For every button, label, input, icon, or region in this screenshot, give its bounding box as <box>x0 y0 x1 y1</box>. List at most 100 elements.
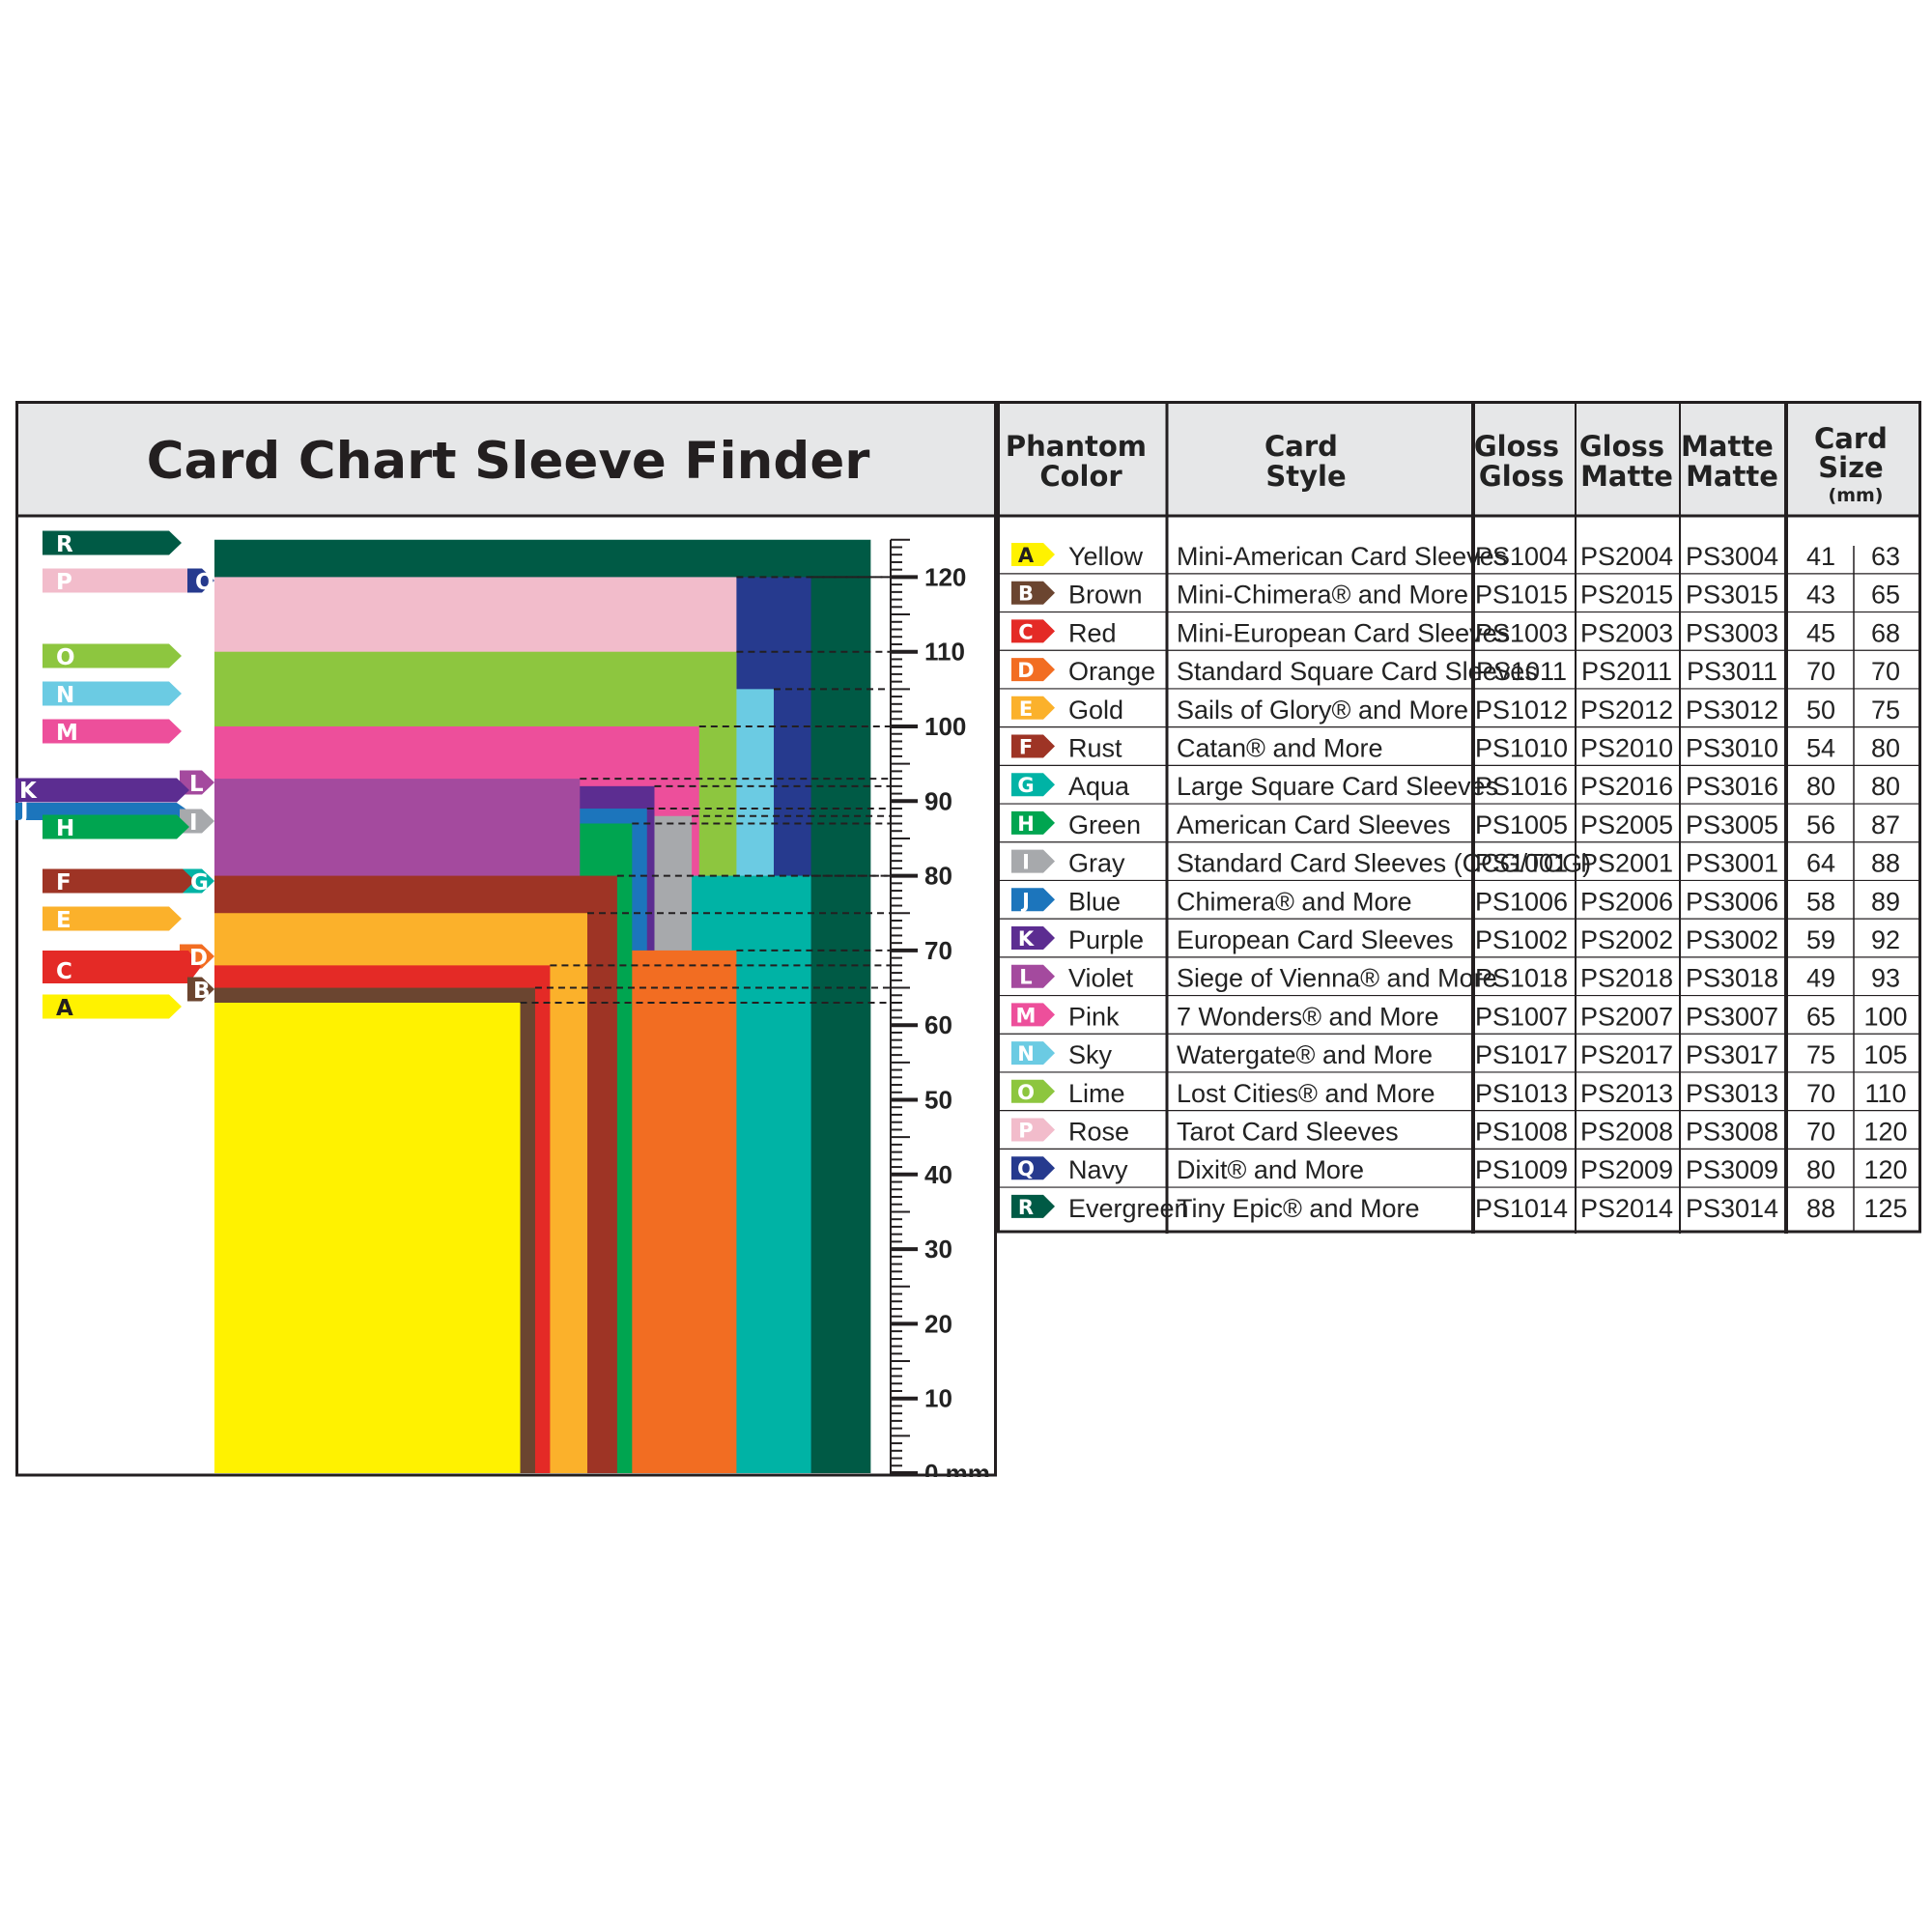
gloss-matte-sku-cell: PS2001 <box>1580 849 1673 878</box>
tab-p <box>43 568 201 593</box>
color-swatch-q <box>1011 1156 1055 1180</box>
tab-letter-r: R <box>56 532 73 557</box>
gloss-matte-sku-cell: PS2006 <box>1580 887 1673 916</box>
color-swatch-j <box>1011 888 1055 912</box>
gloss-matte-sku-cell: PS2015 <box>1580 581 1673 610</box>
row-letter: K <box>1018 927 1035 951</box>
gloss-gloss-sku-cell: PS1013 <box>1475 1079 1568 1108</box>
card-style-cell: Watergate® and More <box>1177 1040 1433 1069</box>
chart-header-background <box>15 401 997 518</box>
card-width-cell: 56 <box>1806 810 1835 839</box>
tab-letter-b: B <box>193 979 211 1004</box>
card-style-cell: Standard Card Sleeves (CCG/TCG) <box>1177 849 1591 878</box>
card-height-cell: 89 <box>1871 887 1900 916</box>
matte-matte-sku-cell: PS3003 <box>1686 618 1778 647</box>
header-gloss-matte: Gloss Matte <box>1579 430 1674 493</box>
tab-letter-p: P <box>56 570 72 595</box>
card-style-cell: Large Square Card Sleeves <box>1177 772 1498 801</box>
tab-n <box>43 681 182 706</box>
sleeve-size-chart-panel: Card Chart Sleeve Finder 0 mm 10 20 30 40 50 6… <box>15 401 997 1564</box>
color-name-cell: Aqua <box>1068 772 1130 801</box>
card-height-cell: 65 <box>1871 581 1900 610</box>
matte-matte-sku-cell: PS3008 <box>1686 1118 1778 1147</box>
gloss-gloss-sku-cell: PS1012 <box>1475 696 1568 724</box>
card-height-cell: 125 <box>1863 1194 1907 1223</box>
card-style-cell: 7 Wonders® and More <box>1177 1002 1439 1031</box>
card-style-cell: Chimera® and More <box>1177 887 1412 916</box>
matte-matte-sku-cell: PS3004 <box>1686 542 1778 571</box>
gloss-matte-sku-cell: PS2003 <box>1580 618 1673 647</box>
color-name-cell: Red <box>1068 618 1117 647</box>
gloss-matte-sku-cell: PS2008 <box>1580 1118 1673 1147</box>
color-name-cell: Brown <box>1068 581 1143 610</box>
table-row: K Purple European Card Sleeves PS1002 PS2002… <box>997 918 1921 954</box>
y-tick-label: 90 <box>924 786 952 815</box>
tab-letter-l: L <box>189 772 204 797</box>
table-row: Q Navy Dixit® and More PS1009 PS2009 PS3009 80… <box>997 1148 1921 1184</box>
matte-matte-sku-cell: PS3006 <box>1686 887 1778 916</box>
table-row: E Gold Sails of Glory® and More PS1012 PS201… <box>997 688 1921 724</box>
card-height-cell: 100 <box>1863 1002 1907 1031</box>
gloss-gloss-sku-cell: PS1010 <box>1475 734 1568 763</box>
table-column-dividers <box>1165 401 1855 1234</box>
card-width-cell: 70 <box>1806 657 1835 686</box>
gloss-gloss-sku-cell: PS1015 <box>1475 581 1568 610</box>
card-height-cell: 70 <box>1871 657 1900 686</box>
row-letter: Q <box>1017 1157 1035 1180</box>
card-height-cell: 63 <box>1871 542 1900 571</box>
gloss-matte-sku-cell: PS2013 <box>1580 1079 1673 1108</box>
size-guide-lines <box>520 576 890 1005</box>
gloss-gloss-sku-cell: PS1006 <box>1475 887 1568 916</box>
row-letter: J <box>1020 889 1030 912</box>
row-letter: F <box>1019 736 1033 759</box>
color-swatch-p <box>1011 1118 1055 1142</box>
gloss-gloss-sku-cell: PS1001 <box>1475 849 1568 878</box>
tab-a <box>43 994 182 1019</box>
gloss-gloss-sku-cell: PS1017 <box>1475 1040 1568 1069</box>
table-row: M Pink 7 Wonders® and More PS1007 PS2007 PS30… <box>997 994 1921 1031</box>
tab-letter-f: F <box>56 870 71 895</box>
tab-letter-i: I <box>189 810 198 836</box>
matte-matte-sku-cell: PS3014 <box>1686 1194 1778 1223</box>
gloss-matte-sku-cell: PS2009 <box>1580 1155 1673 1184</box>
row-letter: G <box>1017 774 1034 797</box>
card-height-cell: 88 <box>1871 849 1900 878</box>
card-width-cell: 80 <box>1806 772 1835 801</box>
color-name-cell: Green <box>1068 810 1141 839</box>
card-width-cell: 54 <box>1806 734 1835 763</box>
tab-e <box>43 906 182 931</box>
tab-k <box>15 778 189 803</box>
card-style-cell: American Card Sleeves <box>1177 810 1451 839</box>
row-letter: E <box>1019 697 1033 721</box>
gloss-matte-sku-cell: PS2016 <box>1580 772 1673 801</box>
color-swatch-n <box>1011 1041 1055 1065</box>
card-height-cell: 92 <box>1871 925 1900 954</box>
card-height-cell: 68 <box>1871 618 1900 647</box>
color-swatch-b <box>1011 581 1055 605</box>
card-style-cell: Standard Square Card Sleeves <box>1177 657 1538 686</box>
header-matte-matte: Matte Matte <box>1681 430 1783 493</box>
matte-matte-sku-cell: PS3017 <box>1686 1040 1778 1069</box>
table-row: O Lime Lost Cities® and More PS1013 PS2013 PS… <box>997 1071 1921 1108</box>
color-swatch-a <box>1011 543 1055 566</box>
table-row: P Rose Tarot Card Sleeves PS1008 PS2008 PS300… <box>997 1110 1921 1147</box>
y-tick-label: 120 <box>924 562 966 591</box>
color-swatch-r <box>1011 1194 1055 1218</box>
card-style-cell: Siege of Vienna® and More <box>1177 964 1497 993</box>
gloss-matte-sku-cell: PS2018 <box>1580 964 1673 993</box>
card-style-cell: Tiny Epic® and More <box>1177 1194 1420 1223</box>
y-axis-ruler: 0 mm 10 20 30 40 50 60 70 80 90 100 110 120 <box>890 538 990 1488</box>
card-width-cell: 70 <box>1806 1079 1835 1108</box>
color-name-cell: Yellow <box>1068 542 1144 571</box>
y-tick-label: 0 mm <box>924 1459 990 1477</box>
color-swatch-o <box>1011 1079 1055 1103</box>
color-name-cell: Pink <box>1068 1002 1120 1031</box>
color-name-cell: Gold <box>1068 696 1123 724</box>
gloss-matte-sku-cell: PS2012 <box>1580 696 1673 724</box>
gloss-matte-sku-cell: PS2007 <box>1580 1002 1673 1031</box>
color-name-cell: Blue <box>1068 887 1121 916</box>
